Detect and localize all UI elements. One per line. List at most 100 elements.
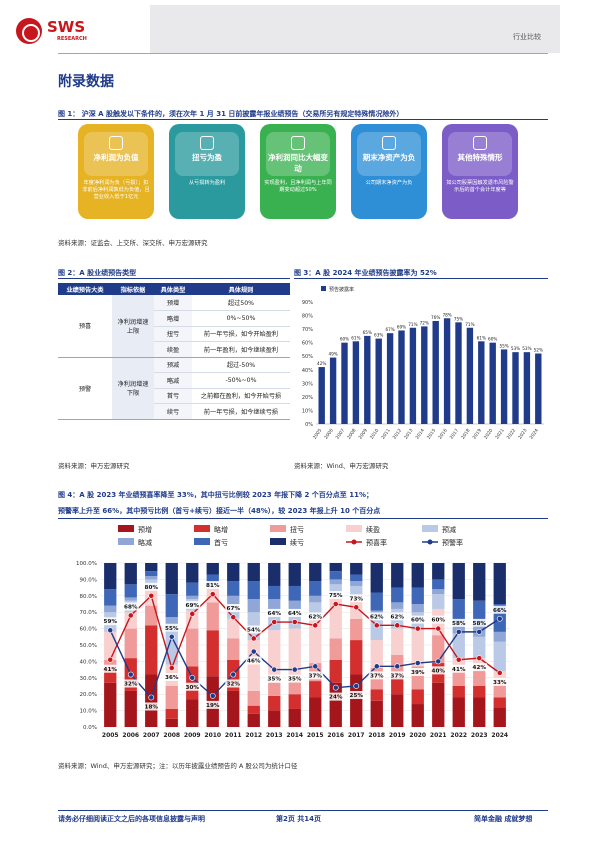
disclosure-rate-chart: 0% 10% 20% 30% 40% 50% 60% 70% 80% 90% 预告披露率 42% 200… bbox=[302, 286, 544, 441]
x-tick-label: 2008 bbox=[163, 732, 180, 739]
series-marker bbox=[230, 671, 237, 678]
stack-segment bbox=[124, 563, 137, 585]
stack-segment bbox=[104, 631, 117, 660]
stack-segment bbox=[165, 563, 178, 595]
y-tick-label: 30.0% bbox=[80, 676, 97, 682]
x-tick-label: 2018 bbox=[368, 732, 385, 739]
data-label: 35% bbox=[268, 677, 282, 683]
legend-swatch bbox=[194, 538, 210, 545]
x-tick-label: 2021 bbox=[430, 732, 447, 739]
data-label: 81% bbox=[206, 583, 220, 589]
data-label-bg bbox=[450, 664, 467, 673]
bar bbox=[329, 357, 337, 424]
data-label-bg bbox=[266, 609, 283, 618]
type-cell: 略增 bbox=[154, 310, 192, 327]
y-tick-label: 60.0% bbox=[80, 627, 97, 633]
rule-cell: 之前都在盈利，如今开始亏损 bbox=[192, 388, 290, 404]
fig2-rule bbox=[58, 278, 290, 279]
stack-segment bbox=[206, 602, 219, 631]
bar bbox=[386, 333, 394, 424]
x-tick-label: 2023 bbox=[471, 732, 488, 739]
data-label: 64% bbox=[288, 611, 302, 617]
stack-segment bbox=[227, 638, 240, 660]
legend-label: 扭亏 bbox=[290, 525, 304, 534]
fig4-title-line2: 预警率上升至 66%，其中预亏比例（首亏+续亏）接近一半（48%），较 2023… bbox=[58, 507, 381, 515]
stack-segment bbox=[370, 617, 383, 641]
data-label: 25% bbox=[350, 693, 364, 699]
stack-segment bbox=[432, 589, 445, 595]
stack-segment bbox=[104, 605, 117, 613]
x-tick-label: 2019 bbox=[471, 428, 483, 441]
stack-segment bbox=[288, 563, 301, 586]
stack-segment bbox=[350, 581, 363, 586]
condition-card-body: 如公司股票因触发退市风险警示后的首个会计年度等 bbox=[446, 180, 514, 194]
stack-segment bbox=[145, 571, 158, 577]
bar bbox=[352, 341, 360, 424]
data-label: 32% bbox=[227, 682, 241, 688]
condition-card-title: 其他特殊情形 bbox=[457, 153, 503, 162]
x-tick-label: 2014 bbox=[286, 732, 303, 739]
condition-card-header: 净利润同比大幅变动 bbox=[266, 132, 330, 176]
logo-text: SWS bbox=[47, 18, 86, 36]
stack-segment bbox=[452, 622, 465, 634]
legend-swatch bbox=[194, 525, 210, 532]
series-marker bbox=[168, 665, 175, 671]
fig3-title: 图 3：A 股 2024 年业绩预告披露率为 52% bbox=[294, 269, 437, 277]
series-marker bbox=[127, 612, 134, 619]
series-marker bbox=[168, 633, 175, 640]
stack-segment bbox=[124, 628, 137, 659]
data-label-bg bbox=[184, 600, 201, 609]
y-tick-label: 40% bbox=[302, 368, 313, 374]
stack-segment bbox=[104, 563, 117, 590]
table-header-cell: 具体类型 bbox=[154, 283, 192, 295]
stack-segment bbox=[145, 674, 158, 727]
legend-swatch bbox=[321, 286, 326, 291]
series-marker bbox=[435, 658, 442, 665]
legend-swatch bbox=[118, 538, 134, 545]
x-tick-label: 2013 bbox=[266, 732, 283, 739]
series-marker bbox=[291, 666, 298, 673]
data-label: 67% bbox=[227, 606, 241, 612]
x-tick-label: 2005 bbox=[102, 732, 119, 739]
fig3-rule bbox=[294, 278, 548, 279]
data-label: 42% bbox=[473, 665, 487, 671]
x-tick-label: 2016 bbox=[437, 428, 449, 441]
data-label: 41% bbox=[452, 667, 466, 673]
x-tick-label: 2022 bbox=[450, 732, 467, 739]
stack-segment bbox=[186, 582, 199, 596]
stack-segment bbox=[309, 581, 322, 596]
series-marker bbox=[107, 656, 114, 663]
series-marker bbox=[496, 669, 503, 676]
x-tick-label: 2012 bbox=[392, 428, 404, 441]
stack-segment bbox=[432, 594, 445, 609]
x-tick-label: 2013 bbox=[403, 428, 415, 441]
condition-card-body: 从亏损转为盈利 bbox=[188, 180, 226, 186]
stack-segment bbox=[370, 700, 383, 727]
legend-swatch bbox=[422, 525, 438, 532]
x-tick-label: 2009 bbox=[357, 428, 369, 441]
y-tick-label: 60% bbox=[302, 341, 313, 347]
data-label: 18% bbox=[145, 704, 159, 710]
data-label-bg bbox=[450, 618, 467, 627]
data-label: 33% bbox=[493, 680, 507, 686]
condition-card-title: 净利润为负值 bbox=[93, 153, 139, 162]
bar bbox=[512, 352, 519, 424]
legend-label: 略增 bbox=[214, 525, 228, 534]
stack-segment bbox=[227, 581, 240, 596]
stack-segment bbox=[329, 659, 342, 683]
warning-icon bbox=[473, 136, 487, 150]
x-tick-label: 2019 bbox=[389, 732, 406, 739]
x-tick-label: 2024 bbox=[528, 428, 540, 441]
series-marker bbox=[394, 622, 401, 629]
stack-segment bbox=[288, 600, 301, 609]
stack-segment bbox=[165, 686, 178, 709]
y-tick-label: 80.0% bbox=[80, 594, 97, 600]
data-label-bg bbox=[368, 671, 385, 680]
data-label-bg bbox=[184, 682, 201, 691]
x-tick-label: 2015 bbox=[307, 732, 324, 739]
data-label-bg bbox=[143, 702, 160, 711]
stack-segment bbox=[432, 682, 445, 727]
series-marker bbox=[148, 694, 155, 701]
data-label: 55% bbox=[165, 626, 179, 632]
table-header-cell: 具体规则 bbox=[192, 283, 290, 295]
